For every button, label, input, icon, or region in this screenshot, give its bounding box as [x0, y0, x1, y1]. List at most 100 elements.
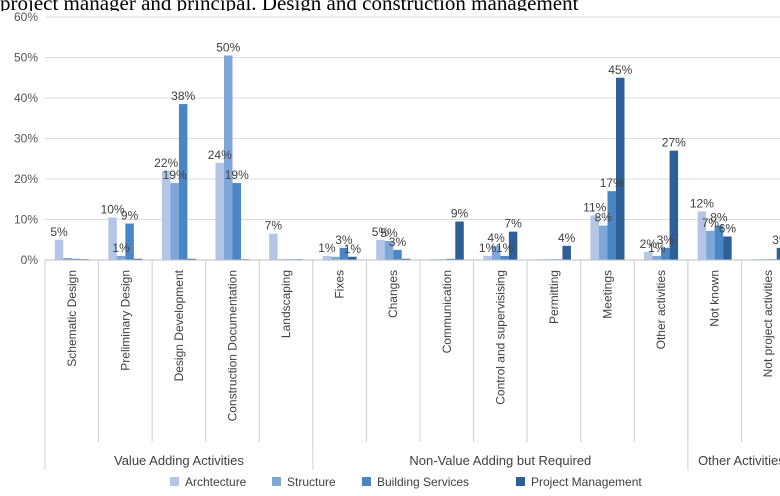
- data-label: 6%: [719, 222, 737, 236]
- legend-swatch: [170, 477, 179, 486]
- data-label: 9%: [451, 207, 469, 221]
- bar: [71, 258, 81, 260]
- data-label: 5%: [372, 225, 390, 239]
- y-tick-label: 60%: [14, 10, 38, 24]
- data-label: 38%: [171, 89, 195, 103]
- bar: [161, 170, 171, 260]
- data-label: 7%: [504, 217, 522, 231]
- y-tick-label: 20%: [14, 172, 38, 186]
- x-tick-label: Construction Documentation: [226, 270, 240, 421]
- bar: [562, 245, 571, 260]
- group-label: Non-Value Adding but Required: [409, 453, 591, 468]
- category-groups: Value Adding Activities Non-Value Adding …: [44, 260, 780, 470]
- data-label: 2%: [640, 237, 658, 251]
- data-label: 3%: [657, 233, 675, 247]
- x-tick-label: Meetings: [601, 270, 615, 319]
- y-tick-label: 40%: [14, 91, 38, 105]
- data-label: 1%: [318, 241, 336, 255]
- legend-label: Structure: [287, 475, 336, 489]
- legend: Archtecture Structure Building Services Pro…: [170, 475, 642, 489]
- x-tick-label: Control and supervisising: [493, 270, 507, 405]
- x-tick-label: Schematic Design: [65, 270, 79, 367]
- bar: [376, 239, 385, 260]
- bar: [232, 183, 241, 260]
- data-label: 4%: [487, 231, 505, 245]
- caption-fragment: project manager and principal. Design an…: [0, 0, 780, 11]
- bar: [348, 256, 357, 260]
- data-label: 50%: [216, 40, 240, 54]
- x-tick-label: Communication: [440, 270, 454, 353]
- group-label: Value Adding Activities: [114, 453, 244, 468]
- bar: [339, 247, 349, 260]
- legend-swatch: [362, 477, 371, 486]
- data-label: 45%: [608, 63, 632, 77]
- data-label: 3%: [389, 235, 407, 249]
- data-label: 11%: [583, 200, 606, 214]
- y-axis-labels: 0% 10% 20% 30% 40% 50% 60%: [14, 10, 38, 267]
- x-tick-label: Other activities: [654, 270, 668, 349]
- bar: [401, 258, 411, 260]
- data-label: 27%: [662, 136, 686, 150]
- data-label: 1%: [648, 241, 666, 255]
- y-tick-label: 0%: [21, 253, 39, 267]
- x-axis: Schematic Design Preliminary Design Design…: [44, 259, 780, 442]
- data-label: 1%: [479, 241, 497, 255]
- data-label: 12%: [690, 196, 714, 210]
- bar: [697, 211, 707, 260]
- legend-swatch: [272, 477, 281, 486]
- bars: [54, 55, 780, 260]
- bar: [508, 231, 518, 260]
- bar: [54, 239, 64, 260]
- data-label: 19%: [163, 168, 187, 182]
- data-label: 5%: [50, 225, 68, 239]
- bar: [125, 223, 134, 260]
- bar: [661, 247, 670, 260]
- data-label: 19%: [225, 168, 249, 182]
- data-label: 3%: [335, 233, 353, 247]
- legend-label: Project Management: [531, 475, 642, 489]
- bar: [384, 240, 394, 260]
- bar: [714, 225, 724, 260]
- legend-label: Building Services: [377, 475, 469, 489]
- bar: [652, 255, 662, 260]
- bar: [331, 256, 340, 260]
- data-labels: 5% 10% 22% 24% 7% 1% 5% 1% 11% 2% 12% 1% 19% 50% 5% 4% 8…: [50, 40, 780, 255]
- bar: [170, 183, 179, 260]
- bar: [669, 150, 679, 260]
- bar: [63, 257, 72, 260]
- x-tick-label: Landscaping: [279, 270, 293, 338]
- bar: [607, 191, 616, 260]
- data-label: 24%: [208, 148, 232, 162]
- x-tick-label: Design Development: [172, 269, 186, 381]
- x-tick-label: Changes: [386, 270, 400, 318]
- bar: [187, 258, 196, 260]
- bar: [590, 215, 599, 260]
- y-tick-label: 30%: [14, 132, 38, 146]
- bar: [269, 233, 278, 260]
- data-label: 17%: [600, 176, 624, 190]
- group-label: Other Activities: [698, 453, 780, 468]
- bar: [446, 258, 456, 260]
- data-label: 8%: [710, 211, 728, 225]
- x-tick-label: Preliminary Design: [118, 270, 132, 371]
- legend-swatch: [516, 477, 525, 486]
- data-label: 10%: [101, 202, 125, 216]
- x-tick-label: Permitting: [547, 270, 561, 324]
- y-tick-label: 10%: [14, 213, 38, 227]
- bar: [322, 255, 332, 260]
- x-tick-label: Not known: [708, 270, 722, 327]
- data-label: 4%: [558, 231, 576, 245]
- data-label: 1%: [112, 241, 130, 255]
- bar: [491, 245, 501, 260]
- data-label: 22%: [154, 156, 178, 170]
- y-tick-label: 50%: [14, 51, 38, 65]
- data-label: 5%: [380, 226, 398, 240]
- bar: [644, 251, 653, 260]
- bar: [616, 77, 625, 260]
- bar: [393, 249, 402, 260]
- bar: [723, 236, 732, 260]
- bar: [776, 247, 780, 260]
- bar: [116, 255, 126, 260]
- bar: [500, 255, 509, 260]
